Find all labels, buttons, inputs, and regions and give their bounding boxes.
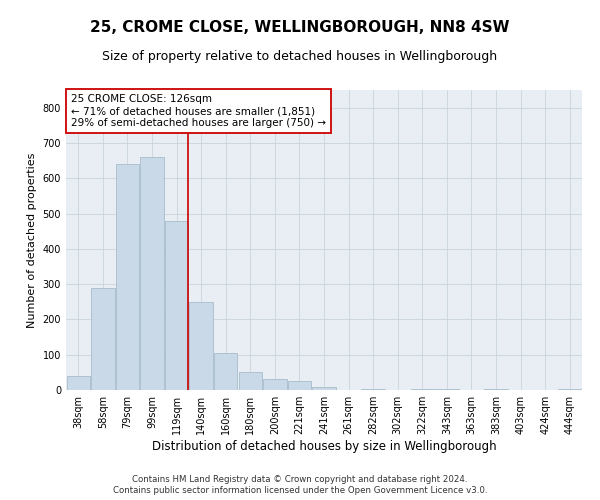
Bar xyxy=(435,389,458,390)
Bar xyxy=(361,389,385,390)
Text: Contains HM Land Registry data © Crown copyright and database right 2024.: Contains HM Land Registry data © Crown c… xyxy=(132,475,468,484)
Bar xyxy=(558,389,581,390)
Bar xyxy=(116,164,139,390)
Bar xyxy=(190,302,213,390)
Text: Contains public sector information licensed under the Open Government Licence v3: Contains public sector information licen… xyxy=(113,486,487,495)
Bar xyxy=(165,220,188,390)
Bar xyxy=(313,387,335,390)
Bar xyxy=(67,376,90,390)
Bar xyxy=(410,389,434,390)
Text: Size of property relative to detached houses in Wellingborough: Size of property relative to detached ho… xyxy=(103,50,497,63)
Text: 25, CROME CLOSE, WELLINGBOROUGH, NN8 4SW: 25, CROME CLOSE, WELLINGBOROUGH, NN8 4SW xyxy=(90,20,510,35)
X-axis label: Distribution of detached houses by size in Wellingborough: Distribution of detached houses by size … xyxy=(152,440,496,453)
Bar xyxy=(288,381,311,390)
Bar xyxy=(214,353,238,390)
Text: 25 CROME CLOSE: 126sqm
← 71% of detached houses are smaller (1,851)
29% of semi-: 25 CROME CLOSE: 126sqm ← 71% of detached… xyxy=(71,94,326,128)
Bar xyxy=(263,380,287,390)
Bar xyxy=(91,288,115,390)
Bar xyxy=(484,389,508,390)
Y-axis label: Number of detached properties: Number of detached properties xyxy=(27,152,37,328)
Bar xyxy=(239,372,262,390)
Bar xyxy=(140,157,164,390)
